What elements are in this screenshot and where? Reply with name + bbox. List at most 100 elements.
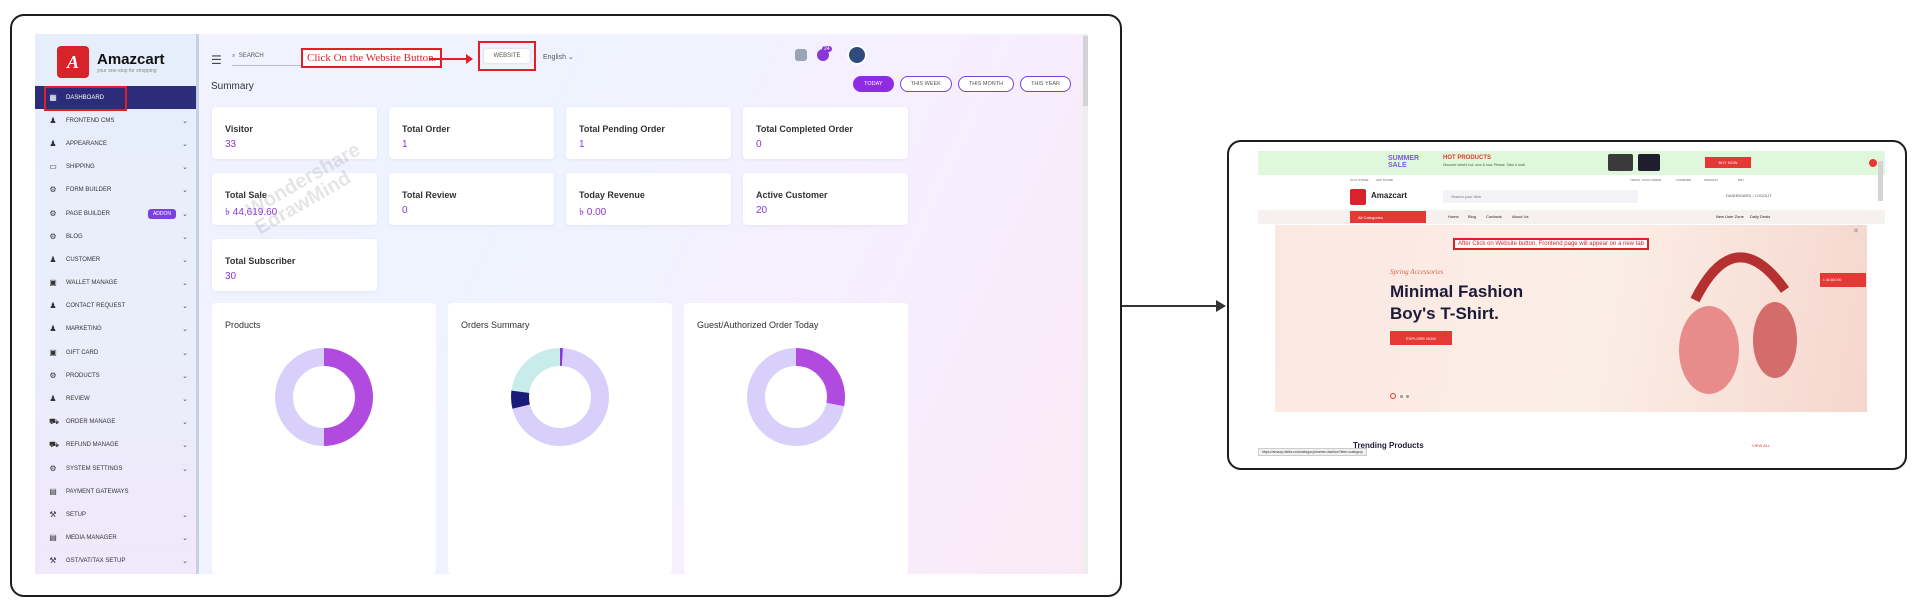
user-icon: ♟	[49, 301, 57, 311]
brand-name: Amazcart	[97, 50, 165, 68]
chevron-down-icon[interactable]: ⌄	[182, 558, 188, 566]
sidebar-item-system-settings[interactable]: ⚙ System Settings ⌄	[35, 457, 196, 480]
all-categories-button[interactable]: All Categories	[1350, 211, 1426, 223]
language-select[interactable]: English ⌄	[543, 54, 574, 61]
avatar[interactable]	[847, 45, 867, 65]
nav-blog[interactable]: Blog	[1468, 214, 1477, 219]
sidebar-item-shipping[interactable]: ▭ Shipping ⌄	[35, 156, 196, 179]
storefront-page: SUMMER SALE HOT PRODUCTS Discover what's…	[1258, 151, 1885, 459]
sidebar-item-review[interactable]: ♟ Review ⌄	[35, 387, 196, 410]
scrollbar-thumb[interactable]	[1878, 161, 1883, 201]
sidebar-item-products[interactable]: ⚙ Products ⌄	[35, 364, 196, 387]
sidebar-item-payment-gateways[interactable]: ▤ Payment Gateways	[35, 480, 196, 503]
hero-banner[interactable]: After Click on Website button, Frontend …	[1275, 225, 1867, 412]
promo-buy-button[interactable]: BUY NOW	[1705, 157, 1751, 168]
promo-banner[interactable]: SUMMER SALE HOT PRODUCTS Discover what's…	[1258, 151, 1885, 175]
explore-button[interactable]: EXPLORE NOW	[1390, 331, 1452, 345]
chevron-down-icon[interactable]: ⌄	[182, 280, 188, 288]
chevron-down-icon[interactable]: ⌄	[182, 117, 188, 125]
add-icon[interactable]	[795, 49, 807, 61]
track-order-link[interactable]: TRACK YOUR ORDER	[1630, 178, 1662, 182]
nav-contacts[interactable]: Contacts	[1486, 214, 1502, 219]
sidebar-item-customer[interactable]: ♟ Customer ⌄	[35, 248, 196, 271]
tab-this-year[interactable]: This Year	[1020, 76, 1071, 92]
sidebar-item-dashboard[interactable]: ▦ Dashboard	[35, 86, 196, 110]
site-brand[interactable]: Amazcart	[1371, 191, 1408, 200]
carousel-dot[interactable]	[1406, 395, 1409, 398]
currency-select[interactable]: BDT	[1738, 178, 1744, 182]
play-store-link[interactable]: PLAY STORE	[1350, 178, 1369, 182]
chevron-down-icon[interactable]: ⌄	[182, 419, 188, 427]
sidebar-item-form-builder[interactable]: ⚙ Form Builder ⌄	[35, 179, 196, 202]
chevron-down-icon[interactable]: ⌄	[182, 210, 188, 218]
chevron-down-icon[interactable]: ⌄	[182, 303, 188, 311]
sidebar-item-contact-request[interactable]: ♟ Contact Request ⌄	[35, 295, 196, 318]
donut-slice	[275, 348, 373, 446]
close-icon[interactable]: ✕	[1853, 228, 1859, 235]
website-button[interactable]: WEBSITE	[484, 49, 530, 63]
sidebar-item-gst-vat-tax-setup[interactable]: ⚒ GST/VAT/TAX Setup ⌄	[35, 550, 196, 573]
sidebar-item-setup[interactable]: ⚒ Setup ⌄	[35, 503, 196, 526]
sidebar-item-appearance[interactable]: ♟ Appearance ⌄	[35, 132, 196, 155]
chevron-down-icon[interactable]: ⌄	[182, 349, 188, 357]
chevron-down-icon[interactable]: ⌄	[182, 511, 188, 519]
sidebar-item-frontend-cms[interactable]: ♟ Frontend CMS ⌄	[35, 109, 196, 132]
sidebar-item-refund-manage[interactable]: ⛟ Refund Manage ⌄	[35, 434, 196, 457]
site-logo-mark	[1350, 189, 1366, 205]
sidebar-item-page-builder[interactable]: ⚙ Page Builder ADDON ⌄	[35, 202, 196, 225]
brand-logo[interactable]: A Amazcart your one-stop for shopping	[57, 46, 165, 78]
sidebar-item-blog[interactable]: ⚙ Blog ⌄	[35, 225, 196, 248]
chevron-down-icon[interactable]: ⌄	[182, 442, 188, 450]
stat-label: Today Revenue	[579, 190, 645, 200]
site-header: Amazcart Search your item DASHBOARD / LO…	[1258, 185, 1885, 210]
notification-icon[interactable]	[817, 49, 829, 61]
wishlist-link[interactable]: WISHLIST	[1704, 178, 1719, 182]
tab-today[interactable]: Today	[853, 76, 894, 92]
account-link[interactable]: DASHBOARD / LOGOUT	[1726, 193, 1772, 198]
donut-slice	[511, 348, 609, 446]
sidebar-item-marketing[interactable]: ♟ Marketing ⌄	[35, 318, 196, 341]
sidebar-item-gift-card[interactable]: ▣ Gift Card ⌄	[35, 341, 196, 364]
chevron-down-icon[interactable]: ⌄	[182, 326, 188, 334]
tab-this-month[interactable]: This Month	[957, 76, 1015, 92]
site-search-input[interactable]: Search your item	[1443, 190, 1638, 203]
chevron-down-icon[interactable]: ⌄	[182, 465, 188, 473]
compare-link[interactable]: COMPARE	[1676, 178, 1691, 182]
card-icon: ▭	[49, 162, 57, 172]
hero-title-line1: Minimal Fashion	[1390, 282, 1524, 301]
search-input[interactable]: ⌕ SEARCH	[232, 53, 320, 66]
app-store-link[interactable]: APP STORE	[1376, 178, 1394, 182]
scrollbar-thumb[interactable]	[1083, 36, 1088, 106]
gear-icon: ⚙	[49, 370, 57, 380]
stat-value: 20	[756, 205, 768, 216]
carousel-dot-active[interactable]	[1390, 393, 1396, 399]
chevron-down-icon[interactable]: ⌄	[182, 187, 188, 195]
chevron-down-icon[interactable]: ⌄	[182, 233, 188, 241]
sidebar-item-order-manage[interactable]: ⛟ Order Manage ⌄	[35, 411, 196, 434]
hero-kicker: Spring Accessories	[1390, 268, 1444, 276]
close-icon[interactable]	[1869, 159, 1877, 167]
chevron-down-icon[interactable]: ⌄	[182, 140, 188, 148]
nav-home[interactable]: Home	[1448, 214, 1459, 219]
nav-daily-deals[interactable]: Daily Deals	[1750, 214, 1771, 219]
chevron-down-icon[interactable]: ⌄	[182, 396, 188, 404]
hamburger-icon[interactable]: ☰	[211, 53, 222, 67]
trending-heading: Trending Products	[1353, 441, 1424, 450]
sidebar-item-wallet-manage[interactable]: ▣ Wallet Manage ⌄	[35, 272, 196, 295]
cart-summary-badge[interactable]: ৳ 44,600.00	[1820, 273, 1866, 287]
chevron-down-icon[interactable]: ⌄	[182, 164, 188, 172]
scrollbar[interactable]	[1083, 34, 1088, 574]
sidebar-item-media-manager[interactable]: ▤ Media Manager ⌄	[35, 527, 196, 550]
chevron-down-icon[interactable]: ⌄	[182, 372, 188, 380]
chevron-down-icon[interactable]: ⌄	[182, 535, 188, 543]
stat-label: Total Pending Order	[579, 124, 665, 134]
view-all-link[interactable]: VIEW ALL	[1752, 443, 1771, 448]
brand-tagline: your one-stop for shopping	[97, 67, 157, 74]
user-icon: ♟	[49, 115, 57, 125]
chevron-down-icon[interactable]: ⌄	[182, 256, 188, 264]
nav-new-user[interactable]: New User Zone	[1716, 214, 1744, 219]
tab-this-week[interactable]: This Week	[899, 76, 952, 92]
nav-about[interactable]: About Us	[1512, 214, 1529, 219]
carousel-dot[interactable]	[1400, 395, 1403, 398]
stat-value: 1	[402, 139, 408, 150]
